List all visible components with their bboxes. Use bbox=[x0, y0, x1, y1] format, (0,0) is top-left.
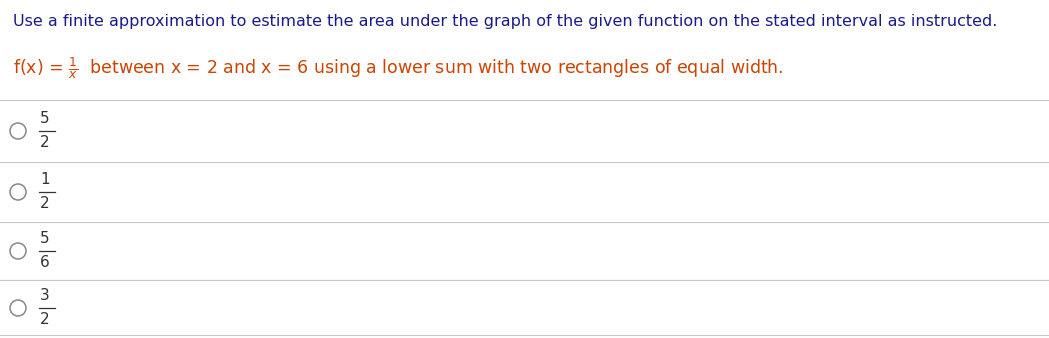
Text: 2: 2 bbox=[40, 135, 49, 150]
Text: Use a finite approximation to estimate the area under the graph of the given fun: Use a finite approximation to estimate t… bbox=[13, 14, 997, 29]
Text: 5: 5 bbox=[40, 231, 49, 246]
Text: 2: 2 bbox=[40, 196, 49, 211]
Text: 5: 5 bbox=[40, 111, 49, 126]
Text: 3: 3 bbox=[40, 288, 49, 303]
Text: 6: 6 bbox=[40, 255, 49, 270]
Text: 2: 2 bbox=[40, 312, 49, 327]
Text: 1: 1 bbox=[40, 172, 49, 187]
Text: f(x) = $\frac{1}{x}$  between x = 2 and x = 6 using a lower sum with two rectang: f(x) = $\frac{1}{x}$ between x = 2 and x… bbox=[13, 55, 784, 80]
